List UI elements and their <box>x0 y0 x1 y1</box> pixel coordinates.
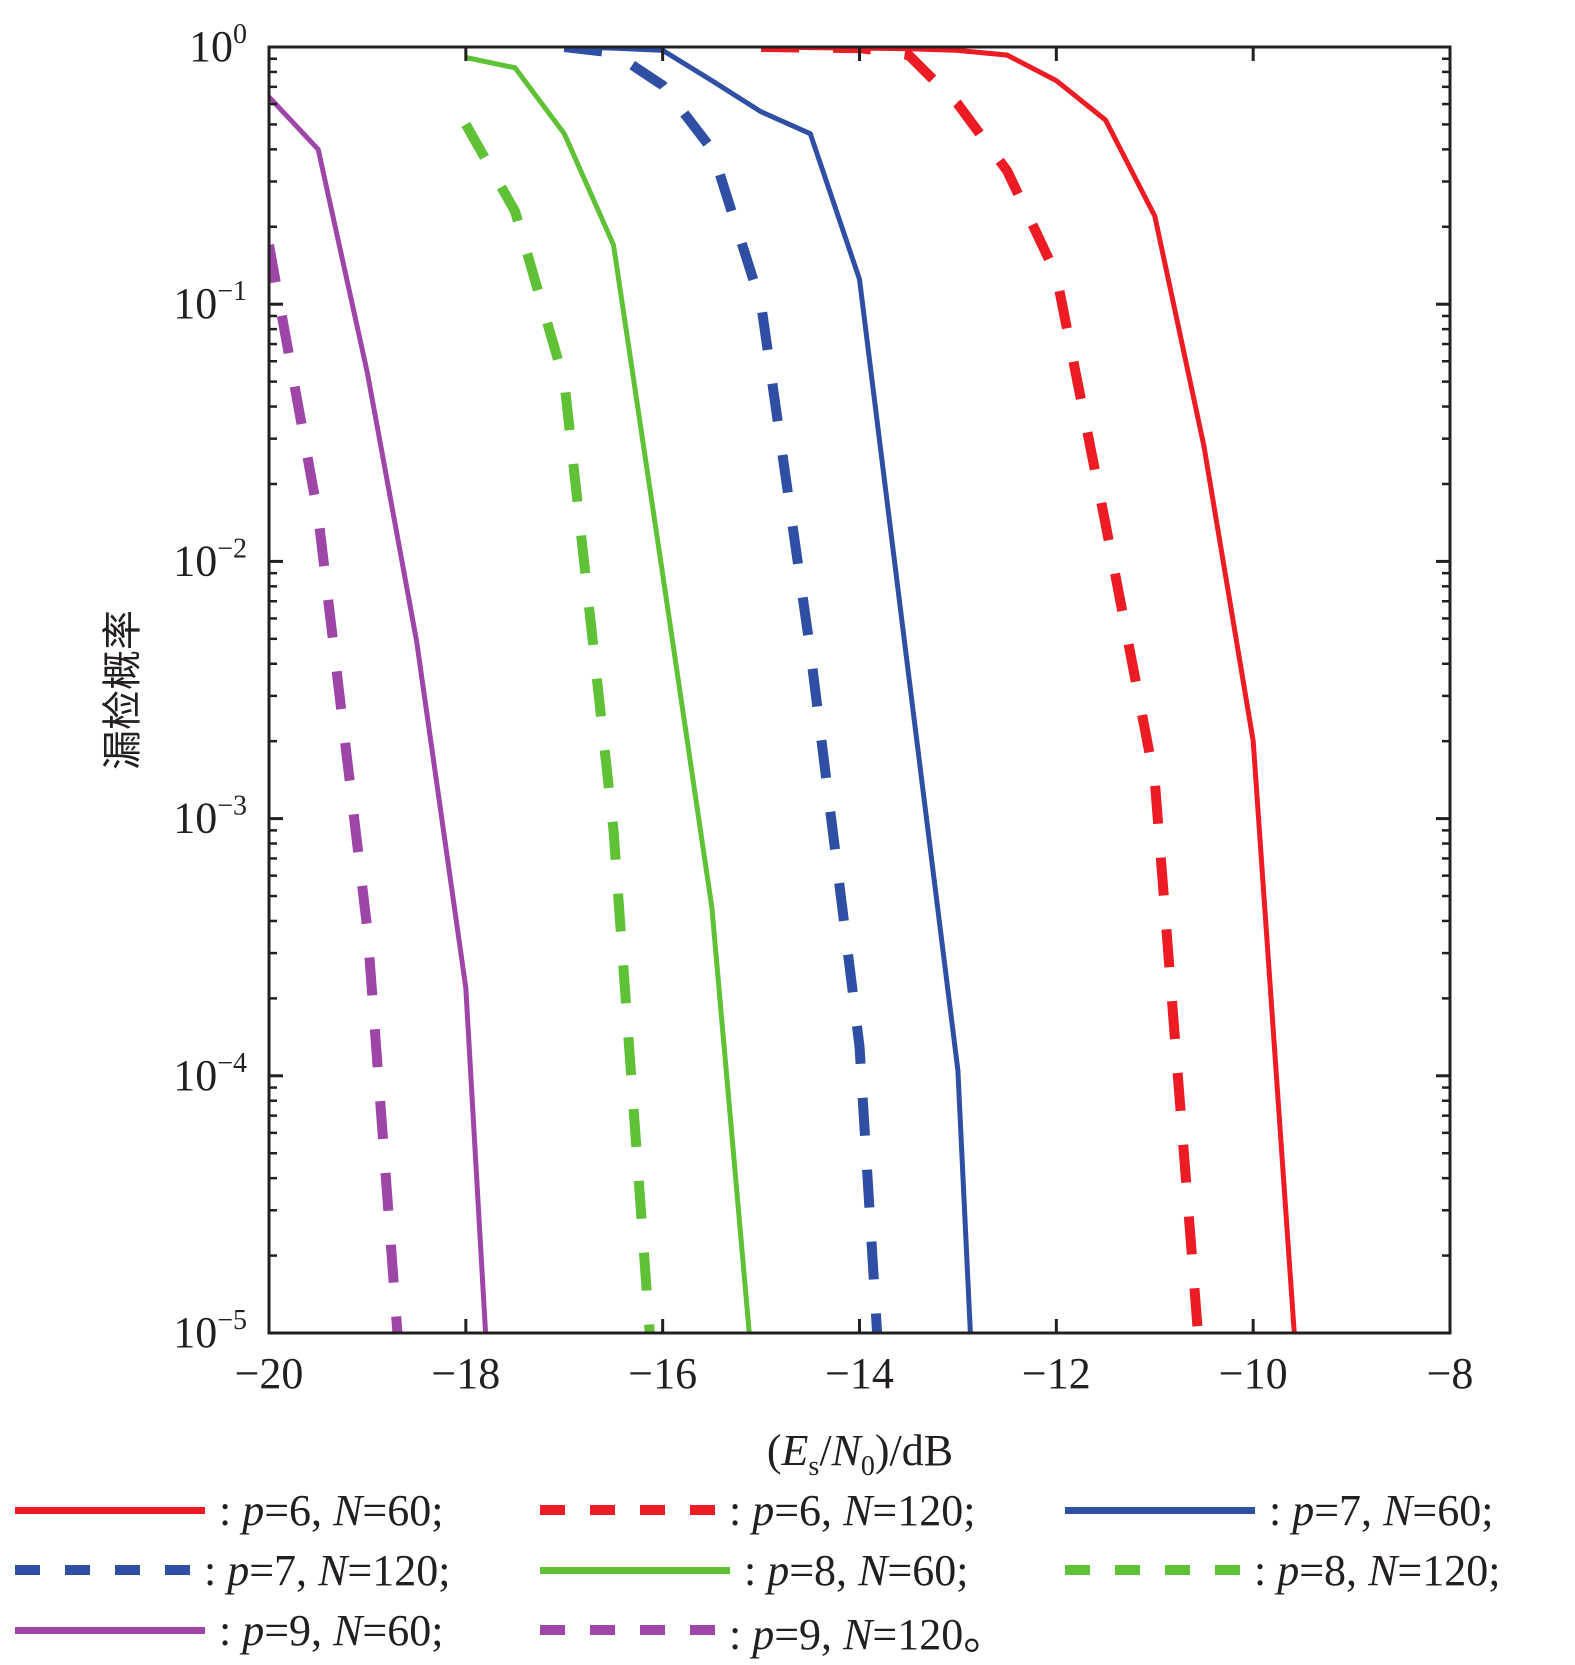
legend-item: : p=9, N=60; <box>15 1600 443 1660</box>
legend-swatch <box>540 1566 730 1574</box>
y-tick-label: 10−5 <box>173 1305 247 1357</box>
x-axis-title: (Es/N0)/dB <box>767 1426 953 1480</box>
legend-item: : p=8, N=120; <box>1065 1540 1500 1600</box>
x-tick-label: −10 <box>1219 1349 1288 1398</box>
legend-item: : p=8, N=60; <box>540 1540 968 1600</box>
legend-swatch <box>15 1506 205 1514</box>
x-tick-label: −20 <box>235 1349 304 1398</box>
legend-swatch <box>540 1625 715 1635</box>
legend-label: : p=8, N=120; <box>1254 1545 1501 1595</box>
x-tick-label: −12 <box>1022 1349 1091 1398</box>
legend-item: : p=7, N=120; <box>15 1540 450 1600</box>
legend-label: : p=6, N=120; <box>729 1485 976 1535</box>
series-line-2 <box>761 47 1203 1333</box>
series-line-4 <box>563 47 883 1333</box>
ticks-layer <box>267 45 1452 1335</box>
legend-label: : p=7, N=60; <box>1269 1485 1494 1535</box>
legend-item: : p=9, N=120。 <box>540 1600 1007 1660</box>
legend-item: : p=7, N=60; <box>1065 1480 1493 1540</box>
legend-swatch <box>15 1626 205 1634</box>
legend-swatch <box>1065 1506 1255 1514</box>
series-line-8 <box>269 244 403 1333</box>
series-line-3 <box>564 47 973 1333</box>
series-line-5 <box>465 55 752 1333</box>
chart: −20 −18 −16 −14 −12 −10 −8 100 10−1 10−2 10−3 10−4 1… <box>100 19 1473 1480</box>
legend-label: : p=9, N=60; <box>219 1605 444 1655</box>
y-tick-label: 10−4 <box>173 1048 247 1100</box>
legend-swatch <box>1065 1565 1240 1575</box>
legend-label: : p=9, N=120。 <box>729 1610 1008 1659</box>
legend-item: : p=6, N=60; <box>15 1480 443 1540</box>
legend-item: : p=6, N=120; <box>540 1480 975 1540</box>
y-axis-title: 漏检概率 <box>100 610 146 770</box>
y-tick-label: 10−2 <box>173 533 247 585</box>
series-layer <box>269 47 1297 1333</box>
series-line-7 <box>269 95 489 1333</box>
legend-label: : p=7, N=120; <box>204 1545 451 1595</box>
x-tick-label: −18 <box>431 1349 500 1398</box>
legend-label: : p=8, N=60; <box>744 1545 969 1595</box>
legend-swatch <box>540 1505 715 1515</box>
y-tick-label: 100 <box>189 19 247 71</box>
legend-swatch <box>15 1565 190 1575</box>
series-line-1 <box>761 47 1297 1333</box>
y-tick-label: 10−3 <box>173 791 247 843</box>
legend-label: : p=6, N=60; <box>219 1485 444 1535</box>
x-tick-label: −16 <box>628 1349 697 1398</box>
labels-layer: −20 −18 −16 −14 −12 −10 −8 100 10−1 10−2 10−3 10−4 1… <box>173 19 1473 1398</box>
series-line-6 <box>461 121 655 1333</box>
plot-frame <box>267 45 1452 1335</box>
y-tick-label: 10−1 <box>173 276 247 328</box>
x-tick-label: −8 <box>1427 1349 1474 1398</box>
x-tick-label: −14 <box>825 1349 894 1398</box>
